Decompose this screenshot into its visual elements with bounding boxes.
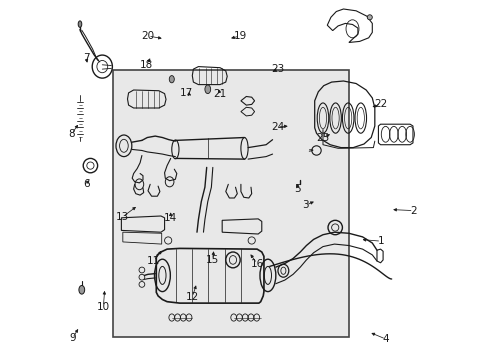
Text: 8: 8 bbox=[68, 129, 75, 139]
Text: 21: 21 bbox=[213, 89, 226, 99]
Text: 7: 7 bbox=[82, 53, 89, 63]
Text: 14: 14 bbox=[164, 213, 177, 223]
Text: 25: 25 bbox=[316, 132, 329, 143]
Text: 13: 13 bbox=[116, 212, 129, 222]
Text: 15: 15 bbox=[206, 255, 219, 265]
Text: 24: 24 bbox=[270, 122, 284, 132]
Text: 2: 2 bbox=[409, 206, 416, 216]
Text: 19: 19 bbox=[233, 31, 246, 41]
Text: 6: 6 bbox=[82, 179, 89, 189]
Ellipse shape bbox=[79, 285, 84, 294]
Bar bbox=[113, 70, 348, 337]
Text: 23: 23 bbox=[270, 64, 284, 74]
Ellipse shape bbox=[169, 76, 174, 83]
Text: 5: 5 bbox=[294, 184, 301, 194]
Text: 1: 1 bbox=[377, 236, 384, 246]
Text: 10: 10 bbox=[97, 302, 110, 312]
Text: 18: 18 bbox=[140, 60, 153, 70]
Text: 9: 9 bbox=[69, 333, 76, 343]
Text: 12: 12 bbox=[185, 292, 199, 302]
Text: 3: 3 bbox=[302, 200, 308, 210]
Text: 20: 20 bbox=[141, 31, 154, 41]
Text: 11: 11 bbox=[147, 256, 160, 266]
Ellipse shape bbox=[78, 21, 81, 27]
Text: 22: 22 bbox=[374, 99, 387, 109]
Text: 4: 4 bbox=[382, 334, 388, 344]
Text: 16: 16 bbox=[250, 258, 263, 269]
Text: 17: 17 bbox=[180, 87, 193, 98]
Ellipse shape bbox=[204, 85, 210, 94]
Ellipse shape bbox=[366, 15, 371, 20]
